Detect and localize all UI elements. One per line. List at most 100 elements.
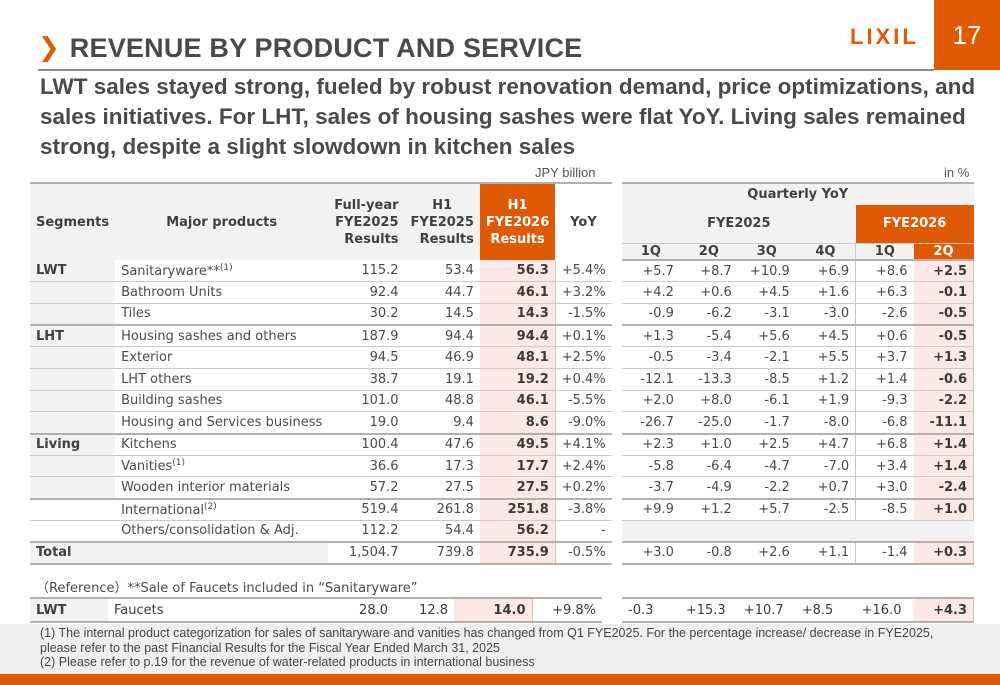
h1-fye2025-value: 47.6 xyxy=(444,437,474,453)
product-name: Housing sashes and others xyxy=(121,328,297,344)
quarterly-value: -5.4 xyxy=(706,328,732,344)
quarterly-value: -0.8 xyxy=(706,545,732,561)
quarterly-yoy-table: Quarterly YoY FYE2025 FYE2026 1Q 2Q 3Q 4… xyxy=(622,182,974,565)
h1-fye2026-value: 94.4 xyxy=(479,325,556,347)
segment-label: LWT xyxy=(30,598,108,622)
quarterly-value: +5.7 xyxy=(758,502,790,518)
quarterly-value: +4.2 xyxy=(642,285,674,301)
quarterly-value: +8.7 xyxy=(700,263,732,279)
product-name: Wooden interior materials xyxy=(121,479,291,495)
h1-fye2025-value: 9.4 xyxy=(453,414,474,430)
product-name: Faucets xyxy=(114,602,164,618)
quarterly-value: +6.8 xyxy=(855,433,914,456)
table-row: +2.3 +1.0 +2.5 +4.7 +6.8 +1.4 xyxy=(622,433,974,456)
yoy-value: +0.2% xyxy=(561,479,606,495)
table-row: Vanities(1) 36.6 17.3 17.7 +2.4% xyxy=(30,455,612,477)
quarterly-value: +3.0 xyxy=(642,545,674,561)
yoy-value: +4.1% xyxy=(561,437,606,453)
reference-quarterly-row: -0.3 +15.3 +10.7 +8.5 +16.0 +4.3 xyxy=(622,598,974,622)
table-row: LHT Housing sashes and others 187.9 94.4 94.… xyxy=(30,325,612,347)
quarterly-value: +5.5 xyxy=(817,350,850,366)
fye2026-header: FYE2026 xyxy=(855,205,974,243)
segment-label xyxy=(30,520,116,542)
yoy-value: - xyxy=(600,523,606,539)
footnote-1: (1) The internal product categorization … xyxy=(40,626,934,655)
h1-fye2026-value: 56.2 xyxy=(479,520,556,542)
quarterly-value: -8.5 xyxy=(855,498,914,521)
full-year-fye2025-value: 28.0 xyxy=(359,602,388,618)
h1-fye2026-value: 49.5 xyxy=(479,433,556,456)
full-year-fye2025-value: 57.2 xyxy=(369,479,399,495)
header-h1-fye2026: H1 FYE2026 Results xyxy=(479,183,556,260)
table-row: +4.2 +0.6 +4.5 +1.6 +6.3 -0.1 xyxy=(622,281,974,304)
h1-fye2025-value: 46.9 xyxy=(444,350,474,366)
quarterly-value-latest: -0.5 xyxy=(913,325,974,347)
quarterly-value: -0.3 xyxy=(628,602,654,618)
table-row: +1.3 -5.4 +5.6 +4.5 +0.6 -0.5 xyxy=(622,325,974,347)
quarterly-value-latest xyxy=(913,520,974,542)
quarterly-value-latest: -0.1 xyxy=(913,281,974,304)
quarterly-value: -2.5 xyxy=(823,502,850,518)
quarterly-value-latest: -0.5 xyxy=(913,303,974,326)
quarterly-value: -8.5 xyxy=(764,371,790,387)
h1-fye2026-value: 46.1 xyxy=(479,390,556,412)
yoy-value: -9.0% xyxy=(567,414,606,430)
yoy-value: -1.5% xyxy=(567,306,606,322)
quarterly-value-latest: +1.3 xyxy=(913,346,974,369)
quarterly-value-latest: +0.3 xyxy=(913,541,974,564)
quarterly-value: +6.9 xyxy=(817,263,850,279)
table-row: -3.7 -4.9 -2.2 +0.7 +3.0 -2.4 xyxy=(622,476,974,499)
full-year-fye2025-value: 100.4 xyxy=(361,437,399,453)
h1-fye2026-value: 27.5 xyxy=(479,476,556,499)
page-number: 17 xyxy=(934,0,1000,70)
table-row: -5.8 -6.4 -4.7 -7.0 +3.4 +1.4 xyxy=(622,455,974,477)
segment-label: Total xyxy=(30,541,116,564)
page-title: REVENUE BY PRODUCT AND SERVICE xyxy=(69,32,583,63)
segment-label xyxy=(30,498,116,521)
table-row: -0.9 -6.2 -3.1 -3.0 -2.6 -0.5 xyxy=(622,303,974,326)
product-name xyxy=(115,541,329,564)
h1-fye2025-value: 14.5 xyxy=(444,306,474,322)
blank-row xyxy=(622,520,974,542)
quarterly-yoy-title-row: Quarterly YoY xyxy=(622,182,974,205)
quarterly-value: +0.7 xyxy=(817,479,850,495)
product-name: Housing and Services business xyxy=(121,414,323,430)
product-name: Bathroom Units xyxy=(121,285,223,301)
h1-fye2025-value: 17.3 xyxy=(444,458,474,474)
table-row: -26.7 -25.0 -1.7 -8.0 -6.8 -11.1 xyxy=(622,411,974,434)
quarter-header: 2Q xyxy=(679,242,738,260)
quarterly-value: -8.0 xyxy=(823,414,850,430)
quarterly-value: +1.2 xyxy=(700,502,732,518)
quarterly-value: -0.5 xyxy=(648,350,674,366)
full-year-fye2025-value: 94.5 xyxy=(369,350,399,366)
quarterly-value: +1.6 xyxy=(817,285,850,301)
quarterly-value: -3.7 xyxy=(648,479,674,495)
quarterly-value-latest: +1.4 xyxy=(913,433,974,456)
quarterly-value: -4.9 xyxy=(706,479,732,495)
header-full-year-fye2025: Full-year FYE2025 Results xyxy=(328,183,405,260)
full-year-fye2025-value: 101.0 xyxy=(361,393,399,409)
table-row: Housing and Services business 19.0 9.4 8.6-… xyxy=(30,411,612,434)
bottom-accent-bar xyxy=(0,674,1000,685)
segment-label xyxy=(30,411,116,434)
quarter-header: 1Q xyxy=(622,242,680,260)
quarterly-value: +3.4 xyxy=(855,455,914,477)
quarterly-value: +1.0 xyxy=(700,437,732,453)
quarterly-value: -6.8 xyxy=(855,411,914,434)
quarterly-value: +8.5 xyxy=(801,602,834,618)
h1-fye2026-value: 46.1 xyxy=(479,281,556,304)
table-row: Total 1,504.7 739.8 735.9 -0.5% xyxy=(30,541,612,564)
quarterly-value-latest: -2.2 xyxy=(913,390,974,412)
quarterly-value xyxy=(679,520,738,542)
quarterly-value-latest: +1.4 xyxy=(913,455,974,477)
table-row: Others/consolidation & Adj. 112.2 54.4 56.2… xyxy=(30,520,612,542)
quarterly-value xyxy=(737,520,796,542)
product-name: Kitchens xyxy=(121,437,177,453)
table-row: LWT Sanitaryware**(1) 115.2 53.4 56.3 +5.4% xyxy=(30,260,612,282)
quarterly-value: +1.3 xyxy=(642,328,674,344)
reference-quarterly-table: -0.3 +15.3 +10.7 +8.5 +16.0 +4.3 xyxy=(622,597,974,623)
quarter-header: 4Q xyxy=(795,242,856,260)
quarterly-value-latest: +1.0 xyxy=(913,498,974,521)
full-year-fye2025-value: 30.2 xyxy=(369,306,399,322)
table-row: LHT others 38.7 19.1 19.2 +0.4% xyxy=(30,368,612,391)
